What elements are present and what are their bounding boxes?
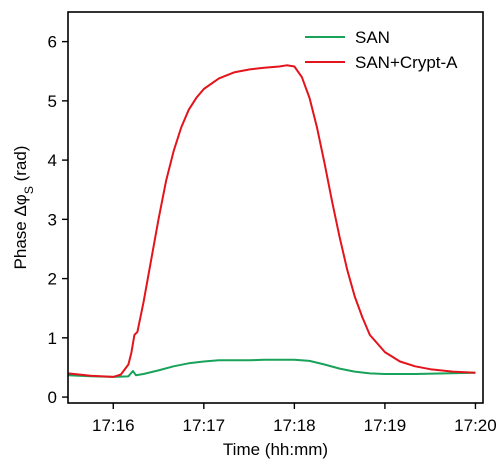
x-tick-label: 17:16 bbox=[92, 416, 135, 435]
y-axis-title-unit: (rad) bbox=[11, 146, 30, 187]
y-tick-label: 5 bbox=[48, 92, 57, 111]
series-line-2 bbox=[67, 64, 476, 378]
x-axis-title: Time (hh:mm) bbox=[223, 440, 328, 459]
x-tick-label: 17:18 bbox=[273, 416, 316, 435]
x-tick-label: 17:20 bbox=[454, 416, 497, 435]
y-tick-label: 2 bbox=[48, 270, 57, 289]
legend-label-2: SAN+Crypt-A bbox=[355, 53, 458, 72]
series-line-1 bbox=[67, 358, 476, 378]
legend-label-1: SAN bbox=[355, 28, 390, 47]
plot-frame bbox=[67, 11, 484, 404]
y-tick-label: 1 bbox=[48, 329, 57, 348]
y-axis-ticks: 0 1 2 3 4 5 6 bbox=[48, 33, 68, 407]
x-tick-label: 17:19 bbox=[364, 416, 407, 435]
y-tick-label: 4 bbox=[48, 151, 57, 170]
series-layer bbox=[67, 64, 476, 378]
y-tick-label: 6 bbox=[48, 33, 57, 52]
y-axis-title-subscript: S bbox=[22, 186, 36, 194]
y-axis-title: Phase ΔφS (rad) bbox=[11, 146, 36, 270]
y-axis-title-main: Phase Δφ bbox=[11, 194, 30, 269]
y-tick-label: 3 bbox=[48, 210, 57, 229]
x-axis-ticks: 17:16 17:17 17:18 17:19 17:20 bbox=[92, 403, 497, 435]
legend: SAN SAN+Crypt-A bbox=[305, 28, 458, 72]
y-tick-label: 0 bbox=[48, 388, 57, 407]
x-tick-label: 17:17 bbox=[183, 416, 226, 435]
